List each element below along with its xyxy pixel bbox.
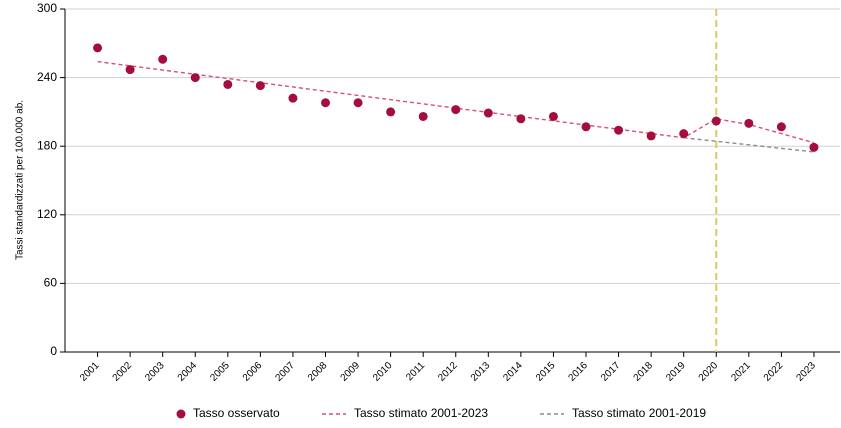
y-tick-label: 120 <box>37 207 57 221</box>
x-tick-label: 2003 <box>143 360 167 384</box>
data-point <box>288 93 298 103</box>
y-tick-label: 180 <box>37 138 57 152</box>
data-point <box>255 81 265 91</box>
data-point <box>581 122 591 132</box>
data-point <box>516 114 526 124</box>
x-tick-label: 2022 <box>762 360 786 384</box>
x-tick-label: 2023 <box>794 360 818 384</box>
data-point <box>548 111 558 121</box>
data-point <box>321 98 331 108</box>
data-point <box>744 118 754 128</box>
y-tick-label: 300 <box>37 1 57 15</box>
data-point <box>353 98 363 108</box>
legend-label: Tasso stimato 2001-2023 <box>354 406 488 420</box>
x-tick-label: 2006 <box>241 360 265 384</box>
data-point <box>809 142 819 152</box>
data-point <box>125 65 135 75</box>
legend-marker <box>176 409 186 419</box>
data-point <box>223 79 233 89</box>
x-tick-label: 2019 <box>664 360 688 384</box>
x-tick-label: 2021 <box>729 360 753 384</box>
data-point <box>451 105 461 115</box>
legend-label: Tasso stimato 2001-2019 <box>572 406 706 420</box>
data-point <box>614 125 624 135</box>
x-tick-label: 2013 <box>469 360 493 384</box>
data-point <box>483 108 493 118</box>
data-point <box>776 122 786 132</box>
data-point <box>679 129 689 139</box>
data-point <box>418 111 428 121</box>
data-point <box>190 73 200 83</box>
series-line <box>97 60 815 144</box>
x-tick-label: 2011 <box>404 360 427 383</box>
x-tick-label: 2010 <box>371 360 395 384</box>
x-tick-label: 2009 <box>339 360 363 384</box>
x-tick-label: 2008 <box>306 360 330 384</box>
x-tick-label: 2018 <box>632 360 656 384</box>
x-tick-label: 2005 <box>208 360 232 384</box>
y-axis-label: Tassi standardizzati per 100.000 ab. <box>15 100 26 260</box>
series-line <box>683 137 815 153</box>
x-tick-label: 2017 <box>599 360 623 384</box>
x-tick-label: 2016 <box>566 360 590 384</box>
x-tick-label: 2004 <box>176 360 200 384</box>
y-tick-label: 60 <box>44 276 58 290</box>
data-point <box>158 54 168 64</box>
x-tick-label: 2007 <box>273 360 297 384</box>
data-point <box>93 43 103 53</box>
x-tick-label: 2012 <box>436 360 460 384</box>
x-tick-label: 2002 <box>111 360 135 384</box>
x-tick-label: 2015 <box>534 360 558 384</box>
x-tick-label: 2014 <box>501 360 525 384</box>
x-tick-label: 2020 <box>697 360 721 384</box>
y-tick-label: 240 <box>37 70 57 84</box>
x-tick-label: 2001 <box>78 360 102 384</box>
legend-label: Tasso osservato <box>193 406 280 420</box>
data-point <box>386 107 396 117</box>
data-point <box>711 116 721 126</box>
y-tick-label: 0 <box>50 344 57 358</box>
data-point <box>646 131 656 141</box>
